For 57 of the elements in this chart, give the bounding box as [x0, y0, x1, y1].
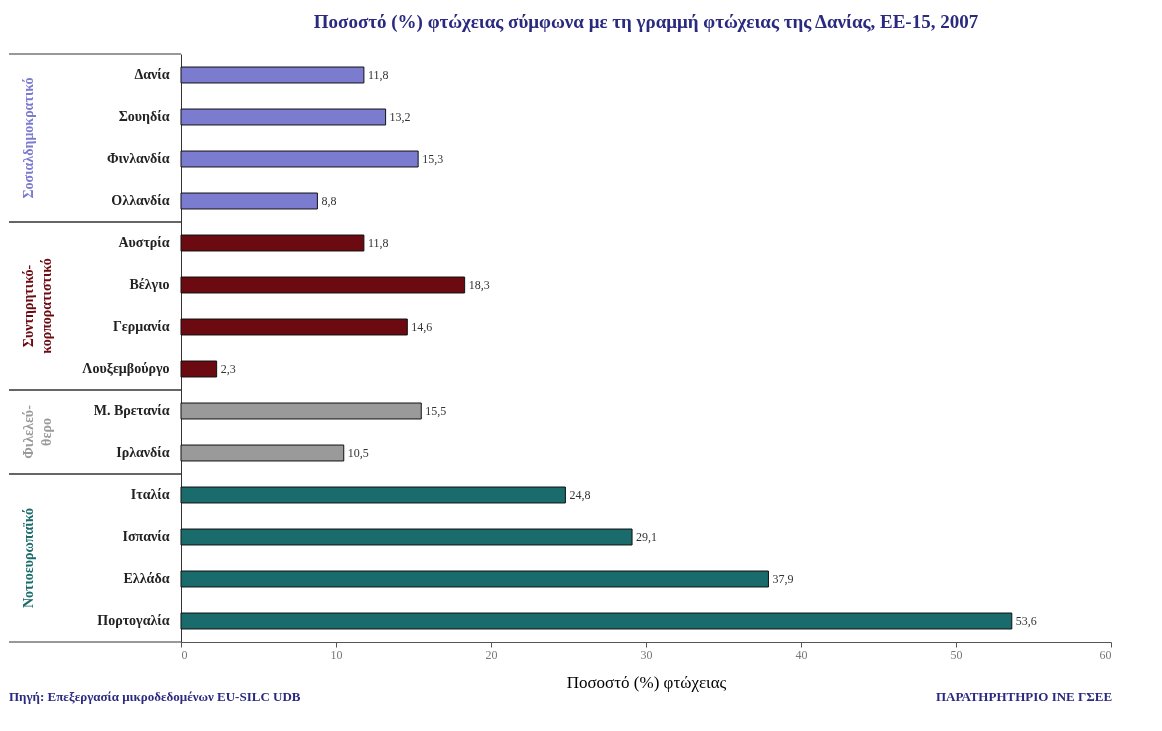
y-tick-label: Ισπανία — [122, 529, 170, 544]
data-label: 2,3 — [220, 362, 236, 376]
data-label: 11,8 — [367, 68, 389, 82]
y-tick-label: Ολλανδία — [111, 193, 170, 208]
bar — [180, 192, 318, 210]
text: Συντηρητικό-κορπορατιστικό — [21, 258, 54, 354]
bar — [180, 486, 566, 504]
y-tick-label: Πορτογαλία — [97, 613, 170, 628]
data-label: 15,3 — [422, 152, 444, 166]
data-label: 13,2 — [389, 110, 411, 124]
x-tick-label: 40 — [795, 647, 808, 662]
chart-title: Ποσοστό (%) φτώχειας σύμφωνα με τη γραμμή φτώχειας της Δανίας, ΕΕ-15, 2007 — [313, 10, 979, 33]
bar — [180, 444, 345, 462]
bar — [180, 150, 419, 168]
data-label: 14,6 — [411, 320, 433, 334]
x-tick-label: 0 — [181, 647, 188, 662]
bar — [180, 318, 408, 336]
y-tick-label: Φινλανδία — [106, 151, 170, 166]
data-label: 29,1 — [636, 530, 658, 544]
bar — [180, 234, 365, 252]
bar — [180, 108, 387, 126]
bar — [180, 612, 1013, 630]
y-tick-label: Δανία — [134, 67, 170, 82]
data-label: 24,8 — [569, 488, 591, 502]
text: Φιλελεύ-θερο — [21, 404, 54, 459]
x-tick-label: 30 — [640, 647, 653, 662]
data-label: 8,8 — [321, 194, 337, 208]
y-tick-label: Γερμανία — [112, 319, 170, 334]
x-axis-title: Ποσοστό (%) φτώχειας — [566, 672, 727, 692]
y-tick-label: Ιρλανδία — [116, 445, 170, 460]
y-tick-label: Αυστρία — [118, 235, 170, 250]
y-tick-label: Μ. Βρετανία — [93, 403, 170, 418]
data-label: 18,3 — [468, 278, 490, 292]
bar — [180, 402, 422, 420]
data-label: 15,5 — [425, 404, 447, 418]
bar — [180, 360, 218, 378]
data-label: 11,8 — [367, 236, 389, 250]
text: Νοτιοευρωπαϊκό — [21, 507, 36, 609]
y-tick-label: Ελλάδα — [123, 571, 170, 586]
text: Πηγή: Επεξεργασία μικροδεδομένων EU-SILC UDB — [9, 689, 301, 704]
text: ΠΑΡΑΤΗΡΗΤΗΡΙΟ ΙΝΕ ΓΣΕΕ — [936, 689, 1113, 704]
x-tick-label: 60 — [1099, 647, 1112, 662]
text: Σοσιαλδημοκρατικό — [21, 77, 36, 199]
x-tick-label: 10 — [330, 647, 343, 662]
data-label: 53,6 — [1015, 614, 1037, 628]
bar — [180, 570, 769, 588]
x-tick-label: 50 — [950, 647, 963, 662]
y-tick-label: Ιταλία — [130, 487, 170, 502]
y-tick-label: Λουξεμβούργο — [82, 361, 170, 376]
bar — [180, 66, 365, 84]
x-tick-label: 20 — [485, 647, 498, 662]
bar — [180, 528, 633, 546]
bar — [180, 276, 466, 294]
data-label: 10,5 — [347, 446, 369, 460]
y-tick-label: Σουηδία — [118, 109, 170, 124]
y-tick-label: Βέλγιο — [129, 277, 170, 292]
data-label: 37,9 — [772, 572, 794, 586]
